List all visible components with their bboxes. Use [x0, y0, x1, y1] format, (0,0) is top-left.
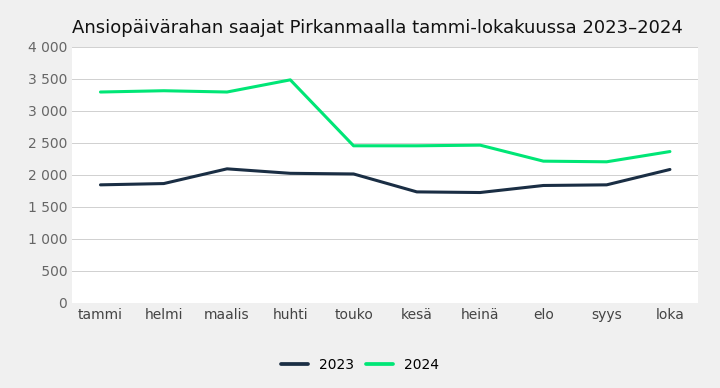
2024 — [665, 149, 674, 154]
2023 — [665, 167, 674, 172]
Text: Ansiopäivärahan saajat Pirkanmaalla tammi-lokakuussa 2023–2024: Ansiopäivärahan saajat Pirkanmaalla tamm… — [72, 19, 683, 37]
2024 — [349, 144, 358, 148]
2023 — [413, 190, 421, 194]
2024 — [476, 143, 485, 147]
2024 — [159, 88, 168, 93]
2024 — [96, 90, 105, 94]
2023 — [349, 171, 358, 176]
2023 — [222, 166, 231, 171]
Legend: 2023, 2024: 2023, 2024 — [275, 352, 445, 377]
2024 — [286, 78, 294, 82]
2023 — [476, 190, 485, 195]
2023 — [539, 183, 548, 188]
2023 — [96, 182, 105, 187]
2024 — [539, 159, 548, 163]
2024 — [603, 159, 611, 164]
2023 — [603, 182, 611, 187]
2024 — [413, 144, 421, 148]
2024 — [222, 90, 231, 94]
2023 — [286, 171, 294, 176]
Line: 2024: 2024 — [101, 80, 670, 162]
Line: 2023: 2023 — [101, 169, 670, 192]
2023 — [159, 181, 168, 186]
